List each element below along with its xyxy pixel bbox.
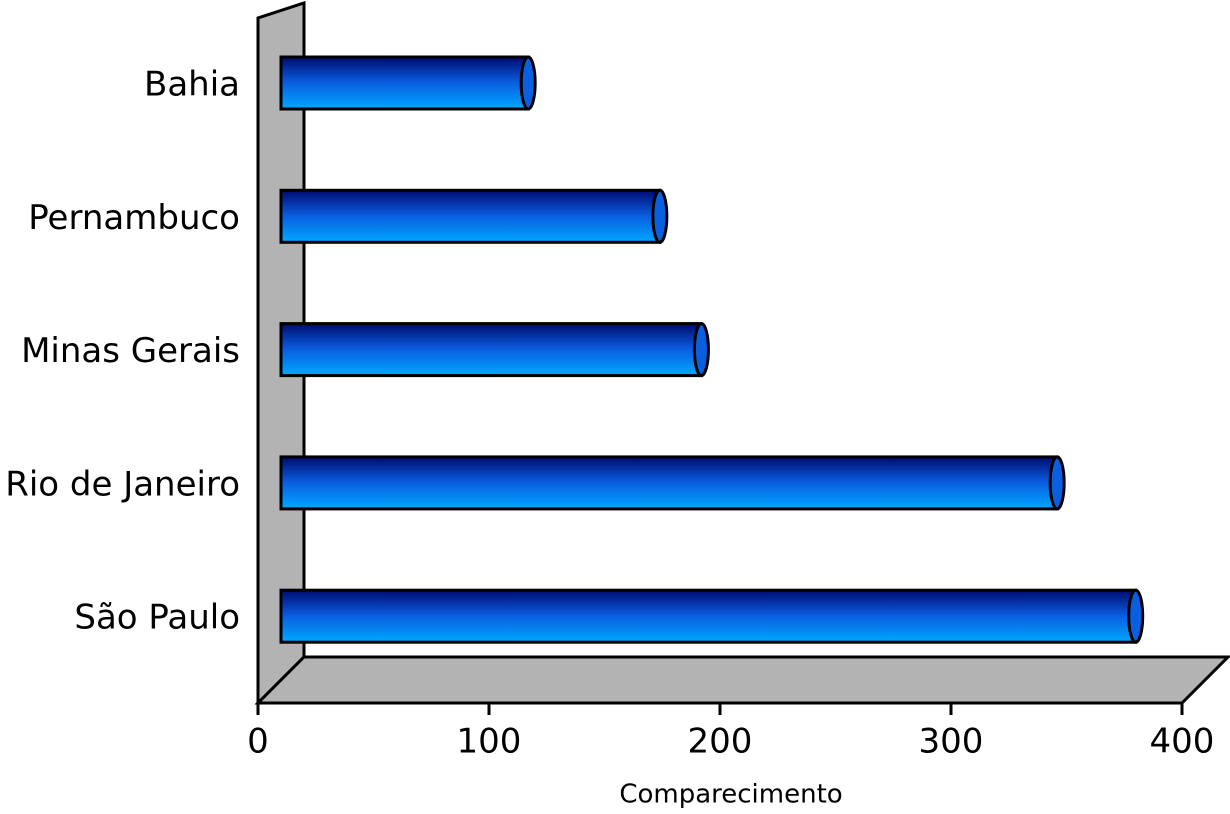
bar-cap (651, 188, 669, 244)
bar-cap (519, 55, 537, 111)
bar (279, 588, 1138, 644)
bar (279, 188, 662, 244)
y-tick-label: Minas Gerais (21, 331, 240, 371)
bar (279, 55, 530, 111)
bar (279, 322, 703, 378)
y-tick-label: São Paulo (74, 598, 240, 638)
x-tick-label: 300 (919, 722, 984, 762)
x-tick-label: 100 (457, 722, 522, 762)
bar (279, 455, 1059, 511)
x-tick-label: 200 (688, 722, 753, 762)
bar-cap (692, 322, 710, 378)
y-tick-label: Bahia (144, 65, 240, 105)
bar-cap (1127, 588, 1145, 644)
floor (254, 655, 1230, 705)
x-axis-title: Comparecimento (619, 780, 842, 810)
y-tick-label: Pernambuco (28, 198, 240, 238)
bar-cap (1048, 455, 1066, 511)
y-tick-label: Rio de Janeiro (5, 464, 240, 504)
x-tick-label: 0 (247, 722, 269, 762)
x-tick-label: 400 (1150, 722, 1215, 762)
